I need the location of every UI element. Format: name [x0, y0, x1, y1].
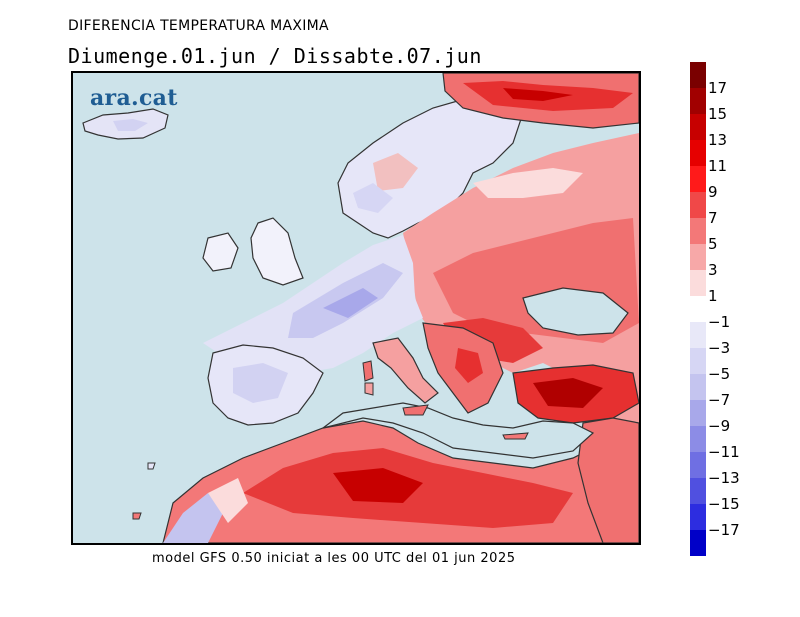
legend-swatch [690, 426, 706, 452]
legend-label: 11 [708, 157, 728, 175]
legend-swatch [690, 140, 706, 166]
legend-swatch [690, 322, 706, 348]
legend-swatch [690, 244, 706, 270]
legend-label: 15 [708, 105, 728, 123]
legend-swatch [690, 348, 706, 374]
legend-swatch [690, 192, 706, 218]
ireland [202, 232, 239, 272]
legend-swatch [690, 478, 706, 504]
legend-swatch [690, 530, 706, 556]
legend-swatch [690, 400, 706, 426]
legend-swatch [690, 62, 706, 88]
black-sea [522, 287, 629, 336]
legend-label: 1 [708, 287, 718, 305]
legend-label: 13 [708, 131, 728, 149]
great-britain [250, 217, 304, 286]
temperature-difference-map [71, 71, 641, 545]
legend-label: −3 [708, 339, 731, 357]
map-title: DIFERENCIA TEMPERATURA MAXIMA [68, 18, 329, 34]
legend-label: 3 [708, 261, 718, 279]
legend-label: 17 [708, 79, 728, 97]
model-footer: model GFS 0.50 iniciat a les 00 UTC del … [152, 551, 516, 566]
legend-gap [690, 296, 706, 322]
italy-region [372, 337, 439, 404]
legend-label: −11 [708, 443, 740, 461]
legend-label: −7 [708, 391, 731, 409]
legend-label: −13 [708, 469, 740, 487]
legend-label: 9 [708, 183, 718, 201]
legend-swatch [690, 88, 706, 114]
legend-swatch [690, 452, 706, 478]
legend-swatch [690, 270, 706, 296]
legend-swatch [690, 504, 706, 530]
legend-label: −1 [708, 313, 731, 331]
middle-east-region [577, 417, 639, 543]
legend-label: −9 [708, 417, 731, 435]
legend-swatch [690, 166, 706, 192]
legend-swatch [690, 374, 706, 400]
legend-label: 7 [708, 209, 718, 227]
legend-swatch [690, 114, 706, 140]
mediterranean-sea [322, 402, 595, 459]
legend-label: −15 [708, 495, 740, 513]
legend-label: −5 [708, 365, 731, 383]
map-canvas [73, 73, 639, 543]
legend-label: −17 [708, 521, 740, 539]
legend-swatch [690, 218, 706, 244]
map-period: Diumenge.01.jun / Dissabte.07.jun [68, 44, 482, 68]
ara-cat-logo[interactable]: ara.cat [90, 85, 178, 111]
legend-label: 5 [708, 235, 718, 253]
